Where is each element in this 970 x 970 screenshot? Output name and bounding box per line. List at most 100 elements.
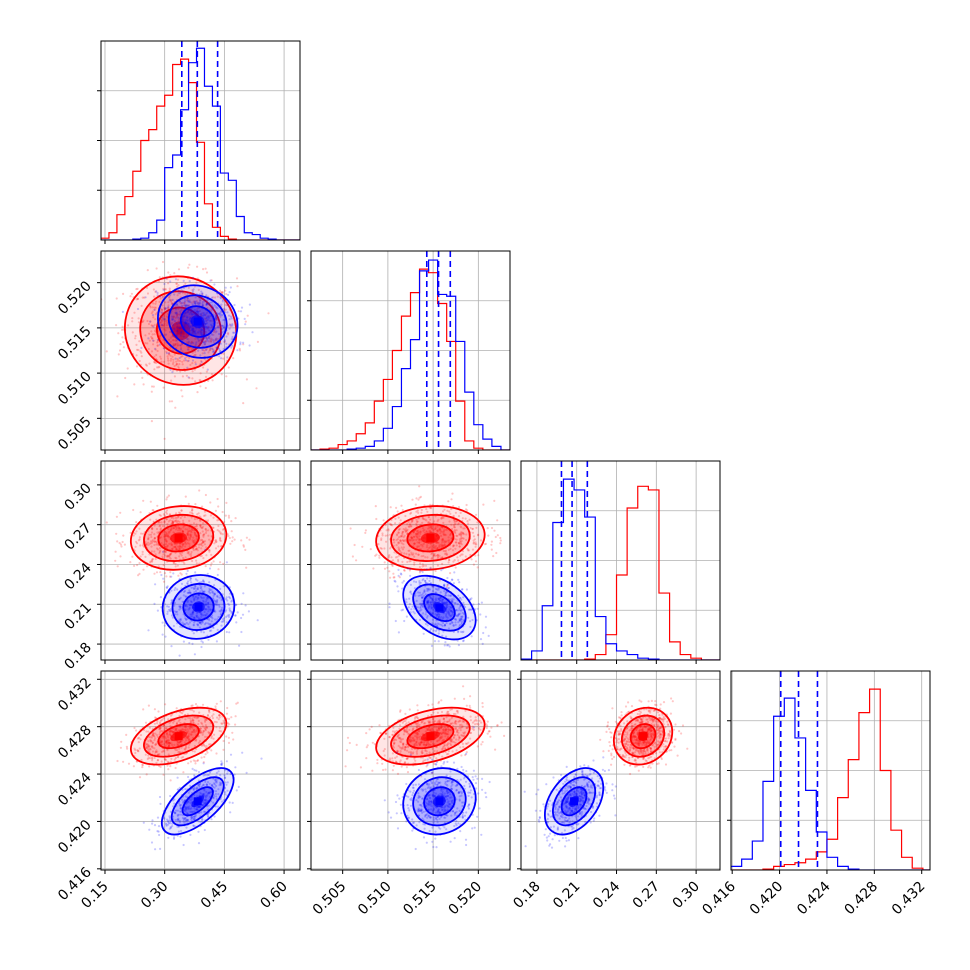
scatter-point — [183, 822, 186, 825]
scatter-point — [121, 325, 124, 328]
scatter-point — [422, 594, 425, 597]
scatter-point — [190, 348, 193, 351]
scatter-point — [202, 349, 205, 352]
scatter-point — [425, 546, 429, 549]
scatter-point — [168, 730, 171, 734]
scatter-point — [201, 539, 204, 542]
scatter-point — [205, 317, 208, 320]
scatter-point — [426, 614, 429, 618]
scatter-point — [156, 366, 159, 369]
scatter-point — [448, 559, 451, 562]
scatter-point — [168, 721, 171, 724]
scatter-point — [159, 355, 162, 358]
scatter-point — [215, 539, 218, 542]
scatter-point — [444, 614, 448, 617]
scatter-point — [437, 613, 440, 616]
scatter-point — [174, 756, 177, 760]
scatter-point — [209, 514, 212, 517]
scatter-point — [186, 366, 189, 369]
scatter-point — [458, 619, 461, 622]
scatter-point — [456, 534, 459, 538]
scatter-point — [431, 544, 434, 548]
scatter-point — [176, 610, 179, 613]
scatter-point — [174, 565, 177, 568]
scatter-point — [450, 610, 453, 613]
scatter-point — [172, 731, 175, 734]
scatter-point — [160, 536, 163, 539]
scatter-point — [167, 555, 170, 558]
scatter-point — [141, 376, 144, 379]
scatter-point — [138, 340, 141, 343]
scatter-point — [420, 603, 423, 606]
scatter-point — [449, 512, 452, 515]
scatter-point — [405, 552, 408, 556]
scatter-point — [460, 539, 463, 543]
scatter-point — [221, 298, 225, 302]
scatter-point — [188, 738, 191, 741]
scatter-point — [419, 602, 422, 605]
scatter-point — [153, 756, 156, 760]
scatter-point — [479, 539, 483, 542]
scatter-point — [179, 348, 183, 351]
scatter-point — [212, 339, 215, 342]
scatter-point — [177, 359, 180, 362]
scatter-point — [194, 300, 197, 303]
scatter-point — [200, 744, 204, 747]
scatter-point — [163, 535, 166, 538]
scatter-point — [179, 605, 182, 608]
scatter-point — [218, 312, 221, 315]
scatter-point — [223, 777, 227, 780]
scatter-point — [188, 526, 191, 529]
scatter-point — [469, 598, 472, 601]
scatter-point — [202, 590, 206, 593]
scatter-point — [202, 535, 205, 538]
scatter-point — [416, 535, 419, 538]
scatter-point — [188, 589, 191, 592]
scatter-point — [184, 321, 187, 324]
scatter-point — [158, 727, 161, 731]
scatter-point — [493, 499, 496, 502]
scatter-point — [201, 541, 205, 544]
scatter-point — [193, 807, 196, 810]
scatter-point — [174, 545, 177, 548]
scatter-point — [161, 324, 164, 327]
scatter-point — [427, 515, 430, 518]
scatter-point — [416, 533, 419, 536]
scatter-point — [183, 515, 186, 519]
scatter-point — [394, 556, 398, 559]
scatter-point — [225, 712, 229, 715]
scatter-point — [137, 539, 140, 542]
scatter-point — [204, 317, 207, 320]
scatter-point — [214, 784, 218, 788]
scatter-point — [400, 542, 403, 545]
scatter-point — [153, 824, 157, 827]
scatter-point — [192, 710, 195, 713]
scatter-point — [193, 332, 196, 335]
scatter-point — [442, 530, 445, 533]
scatter-point — [216, 321, 219, 325]
scatter-point — [210, 279, 213, 282]
scatter-point — [134, 751, 137, 755]
scatter-point — [167, 362, 170, 365]
scatter-point — [436, 557, 439, 560]
scatter-point — [156, 609, 159, 612]
scatter-point — [213, 815, 216, 818]
scatter-point — [141, 764, 144, 767]
scatter-point — [180, 355, 183, 358]
scatter-point — [442, 616, 445, 619]
scatter-point — [416, 509, 419, 512]
scatter-point — [170, 543, 173, 546]
scatter-point — [171, 522, 174, 525]
scatter-point — [459, 533, 462, 536]
scatter-point — [438, 528, 441, 532]
scatter-point — [149, 542, 152, 545]
scatter-point — [217, 524, 220, 528]
scatter-point — [170, 730, 174, 733]
scatter-point — [187, 536, 190, 539]
scatter-point — [186, 591, 189, 595]
scatter-point — [168, 744, 171, 747]
scatter-point — [184, 282, 187, 285]
scatter-point — [165, 732, 169, 736]
scatter-point — [442, 584, 446, 587]
scatter-point — [195, 614, 198, 618]
